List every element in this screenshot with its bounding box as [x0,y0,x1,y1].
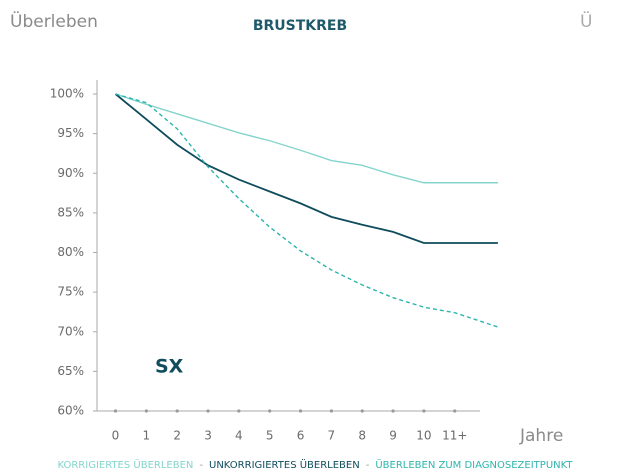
x-tick [360,409,364,413]
y-tick-label: 60% [57,404,84,418]
x-tick-label: 6 [297,429,305,443]
line-series [115,93,499,328]
chart-title: BRUSTKREB [253,18,347,34]
y-tick-label: 100% [50,87,84,101]
x-tick [113,409,118,413]
x-tick-label: 2 [173,429,181,443]
x-tick [206,409,210,413]
legend: KORRIGIERTES ÜBERLEBEN - UNKORRIGIERTES ÜB… [57,458,573,471]
legend-entry: UNKORRIGIERTES ÜBERLEBEN [209,458,360,471]
y-tick-label: 75% [57,285,84,299]
x-tick [422,409,426,413]
x-tick-label: 11+ [442,429,467,443]
legend-separator: - [199,460,203,471]
x-tick [144,409,148,413]
y-tick-label: 65% [57,364,84,378]
x-tick [298,409,303,413]
y-tick-label: 80% [57,245,84,259]
y-tick-label: 90% [57,166,84,180]
x-tick-label: 7 [328,429,336,443]
header-right: Ü [580,10,592,32]
x-tick-label: 10 [416,429,431,443]
x-axis-label: Jahre [519,426,563,446]
x-tick-label: 1 [143,429,151,443]
header-left: Überleben [10,10,98,32]
line-series [115,93,498,184]
legend-entry: KORRIGIERTES ÜBERLEBEN [57,458,193,471]
x-tick-label: 8 [358,429,366,443]
y-tick-label: 85% [57,205,84,219]
x-tick-label: 0 [112,429,120,443]
line-series [114,93,498,244]
x-tick [237,409,241,413]
legend-entry: ÜBERLEBEN ZUM DIAGNOSEZEITPUNKT [375,458,573,471]
x-tick [268,409,272,413]
x-tick [453,409,457,413]
y-tick-label: 95% [57,126,84,140]
annotation: SX [155,356,184,378]
x-tick [175,409,179,413]
x-tick [329,409,333,413]
x-tick-label: 4 [235,429,243,443]
x-tick-label: 5 [266,429,274,443]
x-tick-label: 3 [204,429,212,443]
x-tick-label: 9 [389,429,397,443]
legend-separator: - [366,460,370,471]
y-tick-label: 70% [57,324,84,338]
x-tick [391,409,395,413]
